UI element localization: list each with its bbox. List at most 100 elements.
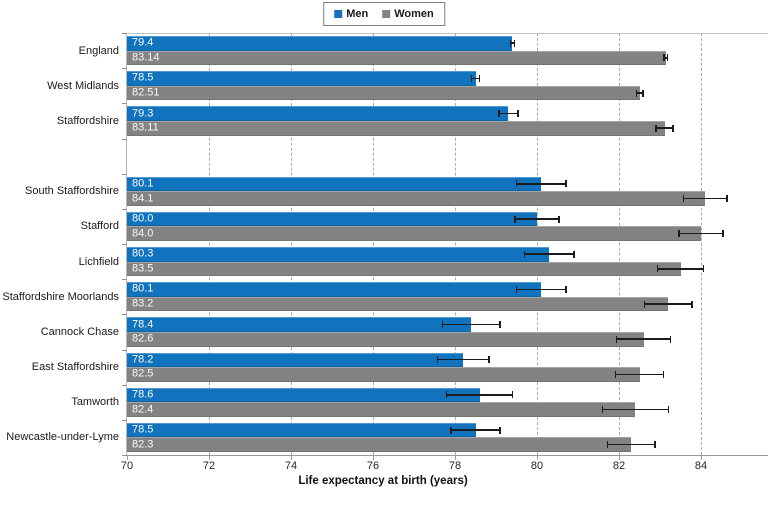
bar-women: 83.14 (127, 50, 666, 66)
error-bar-cap (513, 39, 516, 47)
category-label: England (0, 33, 119, 68)
category-label-text: Tamworth (71, 396, 119, 409)
error-bar-line (635, 92, 644, 94)
plot-top-border (127, 33, 768, 34)
error-bar-cap (565, 180, 567, 188)
y-axis-category-tick (122, 138, 127, 140)
bar-value-label: 79.4 (132, 36, 154, 49)
error-bar-women (615, 335, 672, 343)
category-label: South Staffordshire (0, 174, 119, 209)
legend-label: Men (346, 7, 369, 20)
error-bar-men (441, 321, 501, 329)
error-bar-cap (669, 335, 672, 343)
error-bar-cap (445, 391, 448, 399)
error-bar-cap (662, 370, 665, 378)
bar-value-label: 79.3 (132, 107, 154, 120)
error-bar-cap (682, 195, 685, 203)
error-bar-line (515, 288, 567, 291)
error-bar-men (515, 180, 567, 188)
error-bar-cap (615, 335, 618, 343)
error-bar-line (682, 197, 728, 200)
error-bar-cap (499, 426, 501, 434)
legend-item-men: Men (334, 7, 369, 20)
error-bar-line (655, 127, 674, 129)
bar-men: 80.0 (127, 211, 537, 227)
y-axis-category-tick (122, 384, 127, 386)
bar-value-label: 78.5 (132, 71, 154, 84)
error-bar-cap (509, 39, 512, 47)
error-bar-line (441, 323, 501, 326)
x-tick-mark (373, 455, 374, 460)
error-bar-cap (499, 321, 501, 329)
gridline (291, 33, 293, 455)
error-bar-cap (702, 265, 705, 273)
x-tick-mark (619, 455, 620, 460)
error-bar-line (614, 373, 665, 376)
error-bar-cap (642, 89, 644, 97)
y-axis-category-tick (122, 173, 127, 175)
error-bar-line (615, 338, 672, 340)
error-bar-men (445, 391, 514, 399)
y-axis-category-tick (122, 279, 127, 281)
x-tick-mark (701, 455, 702, 460)
gridline (455, 33, 457, 455)
category-label: Lichfield (0, 244, 119, 279)
error-bar-men (436, 356, 490, 364)
y-axis-category-tick (122, 33, 127, 34)
category-label-text: Cannock Chase (40, 325, 119, 338)
error-bar-line (509, 42, 516, 44)
bar-women: 82.51 (127, 85, 640, 101)
error-bar-cap (722, 230, 724, 238)
bar-men: 79.3 (127, 106, 509, 121)
y-axis-category-tick (122, 419, 127, 421)
error-bar-men (515, 285, 567, 293)
bar-value-label: 80.3 (132, 247, 154, 260)
legend-label: Women (394, 7, 434, 20)
error-bar-line (470, 77, 481, 80)
error-bar-women (643, 300, 693, 308)
gridline (619, 33, 621, 455)
x-tick-label: 76 (366, 460, 380, 472)
error-bar-women (663, 54, 669, 62)
y-axis-category-tick (122, 68, 127, 70)
error-bar-cap (523, 250, 526, 258)
category-label: Tamworth (0, 385, 119, 420)
x-tick-mark (127, 455, 128, 460)
error-bar-cap (441, 321, 444, 329)
bar-men: 78.6 (127, 387, 480, 403)
error-bar-line (514, 218, 560, 220)
error-bar-line (498, 112, 519, 115)
bar-women: 82.4 (127, 402, 636, 417)
legend-swatch-icon (334, 10, 343, 18)
y-axis-category-tick (122, 455, 127, 456)
bar-men: 80.1 (127, 282, 542, 297)
error-bar-cap (515, 285, 518, 293)
bar-men: 78.5 (127, 71, 476, 86)
x-axis-line (127, 455, 768, 456)
error-bar-line (436, 358, 490, 361)
error-bar-line (606, 443, 656, 446)
error-bar-line (445, 394, 514, 396)
x-tick-label: 74 (284, 460, 298, 472)
x-tick-label: 78 (448, 460, 462, 472)
x-tick-mark (209, 455, 210, 460)
bar-women: 83.5 (127, 261, 681, 277)
error-bar-line (678, 232, 724, 235)
bar-value-label: 82.3 (132, 438, 154, 451)
bar-men: 78.5 (127, 422, 476, 438)
error-bar-women (656, 265, 705, 273)
error-bar-cap (667, 406, 669, 414)
category-label: West Midlands (0, 68, 119, 103)
error-bar-men (450, 426, 501, 434)
error-bar-cap (691, 300, 693, 308)
error-bar-cap (601, 406, 604, 414)
bar-women: 84.0 (127, 226, 701, 242)
category-label-text: East Staffordshire (31, 361, 119, 374)
error-bar-cap (654, 441, 656, 449)
error-bar-cap (643, 300, 646, 308)
error-bar-cap (663, 54, 665, 62)
error-bar-cap (488, 356, 490, 364)
error-bar-line (523, 253, 575, 255)
error-bar-women (606, 441, 656, 449)
error-bar-cap (606, 441, 609, 449)
